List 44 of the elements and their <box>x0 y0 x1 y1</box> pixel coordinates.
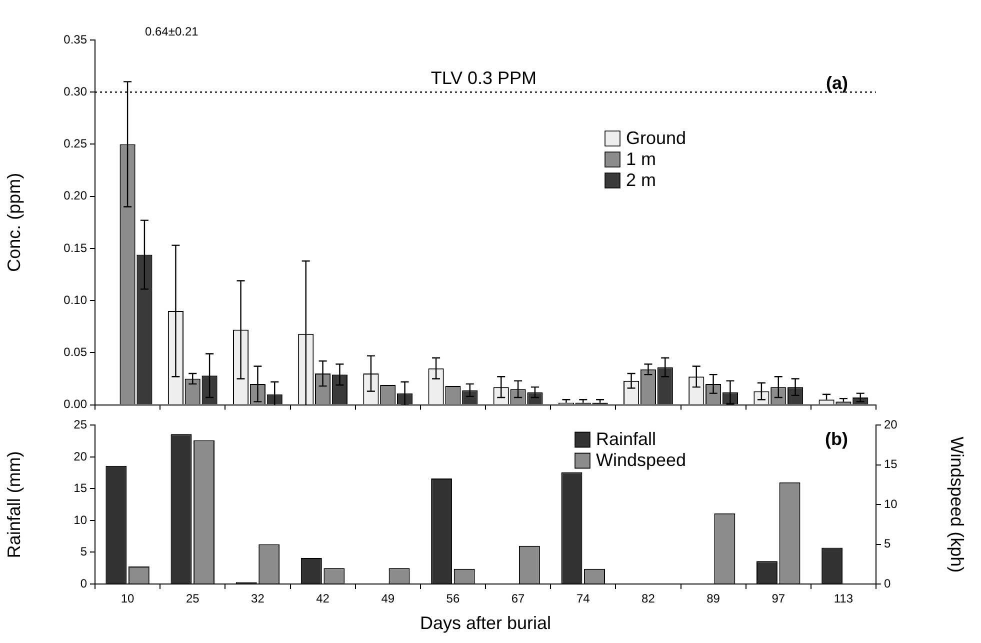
x-tick-label: 56 <box>446 592 460 606</box>
x-tick-label: 49 <box>381 592 395 606</box>
y-axis-title: Rainfall (mm) <box>4 451 24 558</box>
y-tick-label: 5 <box>80 544 88 559</box>
legend-label: Rainfall <box>596 429 656 450</box>
legend-label: Windspeed <box>596 450 686 470</box>
annotation: (b) <box>825 429 848 450</box>
y-tick-label: 20 <box>74 449 88 464</box>
y-tick-label: 0.20 <box>64 188 88 203</box>
y-tick-label: 25 <box>74 418 88 432</box>
y2-tick-label: 15 <box>884 457 898 472</box>
x-axis-title: Days after burial <box>420 613 552 634</box>
y-tick-label: 0.30 <box>64 84 88 98</box>
ref-line-label: TLV 0.3 PPM <box>430 68 537 88</box>
x-tick-label: 113 <box>834 592 854 606</box>
y-tick-label: 0.35 <box>64 32 88 46</box>
y-tick-label: 0.00 <box>64 397 88 412</box>
x-tick-label: 25 <box>186 592 200 606</box>
y-tick-label: 15 <box>74 481 88 496</box>
x-tick-label: 42 <box>316 592 330 606</box>
y2-axis-title: Windspeed (kph) <box>947 436 968 573</box>
x-tick-label: 67 <box>511 592 526 606</box>
y-tick-label: 0 <box>80 576 88 590</box>
x-tick-label: 10 <box>120 592 135 606</box>
y-tick-label: 0.10 <box>64 292 88 307</box>
x-tick-label: 97 <box>772 592 786 606</box>
y-tick-label: 0.05 <box>64 345 88 359</box>
legend-label: 2 m <box>626 170 656 190</box>
text: 0.64±0.21 <box>145 24 199 38</box>
y2-tick-label: 5 <box>884 536 891 551</box>
y2-tick-label: 20 <box>884 418 898 432</box>
x-tick-label: 74 <box>576 592 590 606</box>
annotation: (a) <box>826 72 848 93</box>
y-axis-title: Conc. (ppm) <box>4 172 24 272</box>
x-tick-label: 89 <box>706 592 720 606</box>
legend-label: Ground <box>626 128 686 148</box>
y2-tick-label: 10 <box>884 496 898 511</box>
y2-tick-label: 0 <box>884 576 891 590</box>
y-tick-label: 0.25 <box>64 136 88 151</box>
legend-label: 1 m <box>626 148 656 169</box>
x-tick-label: 32 <box>251 592 265 606</box>
x-tick-label: 82 <box>642 592 656 606</box>
y-tick-label: 0.15 <box>64 240 88 255</box>
y-tick-label: 10 <box>74 512 88 527</box>
